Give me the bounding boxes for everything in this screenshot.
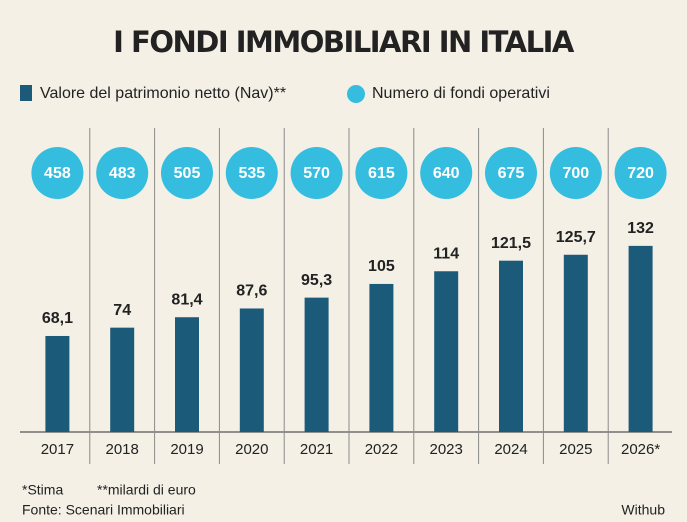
circle-label: 615 xyxy=(368,165,395,182)
fund-circle xyxy=(549,147,602,199)
fund-circle xyxy=(225,147,278,199)
bar xyxy=(239,308,264,432)
x-tick-label: 2025 xyxy=(559,441,592,458)
fund-circle xyxy=(96,147,149,199)
bar xyxy=(175,317,199,432)
x-tick-label: 2018 xyxy=(106,441,139,458)
fund-circle xyxy=(290,147,343,199)
footnote: **milardi di euro xyxy=(97,482,196,498)
data-label: 114 xyxy=(433,245,459,262)
bar xyxy=(434,271,459,432)
data-label: 95,3 xyxy=(301,272,332,289)
bar xyxy=(110,327,135,432)
circle-label: 505 xyxy=(174,165,201,182)
circle-label: 535 xyxy=(238,165,265,182)
x-tick-label: 2019 xyxy=(170,441,203,458)
fund-circle xyxy=(31,147,84,199)
x-tick-label: 2026* xyxy=(621,441,660,458)
data-label: 105 xyxy=(368,258,395,275)
x-tick-label: 2024 xyxy=(494,441,527,458)
bar xyxy=(304,297,329,432)
circle-label: 570 xyxy=(303,165,330,182)
data-label: 121,5 xyxy=(491,235,531,252)
x-tick-label: 2021 xyxy=(300,441,333,458)
fund-circle xyxy=(485,147,537,199)
legend-swatch xyxy=(347,85,365,103)
chart-title: I FONDI IMMOBILIARI IN ITALIA xyxy=(113,25,575,59)
fund-circle xyxy=(420,147,473,199)
x-tick-label: 2017 xyxy=(41,441,74,458)
data-label: 68,1 xyxy=(42,310,73,327)
circle-label: 458 xyxy=(44,165,71,182)
circle-label: 720 xyxy=(627,165,654,182)
credit: Withub xyxy=(621,502,665,518)
legend-label: Numero di fondi operativi xyxy=(372,85,550,102)
circle-label: 700 xyxy=(562,165,589,182)
bar xyxy=(369,283,394,432)
bar xyxy=(499,260,523,432)
circle-label: 640 xyxy=(433,165,460,182)
fund-circle xyxy=(355,147,408,199)
bar xyxy=(628,245,653,432)
data-label: 74 xyxy=(113,302,131,319)
circle-label: 483 xyxy=(109,165,136,182)
bar xyxy=(563,254,588,432)
data-label: 125,7 xyxy=(556,229,596,246)
data-label: 81,4 xyxy=(171,291,202,308)
x-tick-label: 2022 xyxy=(365,441,398,458)
circle-label: 675 xyxy=(498,165,525,182)
fund-circle xyxy=(161,147,213,199)
legend-label: Valore del patrimonio netto (Nav)** xyxy=(40,85,286,102)
legend-swatch xyxy=(20,85,32,101)
data-label: 132 xyxy=(627,220,654,237)
data-label: 87,6 xyxy=(236,283,267,300)
source: Fonte: Scenari Immobiliari xyxy=(22,502,185,518)
bar xyxy=(45,335,70,432)
fund-circle xyxy=(614,147,667,199)
x-tick-label: 2023 xyxy=(430,441,463,458)
x-tick-label: 2020 xyxy=(235,441,268,458)
footnote: *Stima xyxy=(22,482,63,498)
